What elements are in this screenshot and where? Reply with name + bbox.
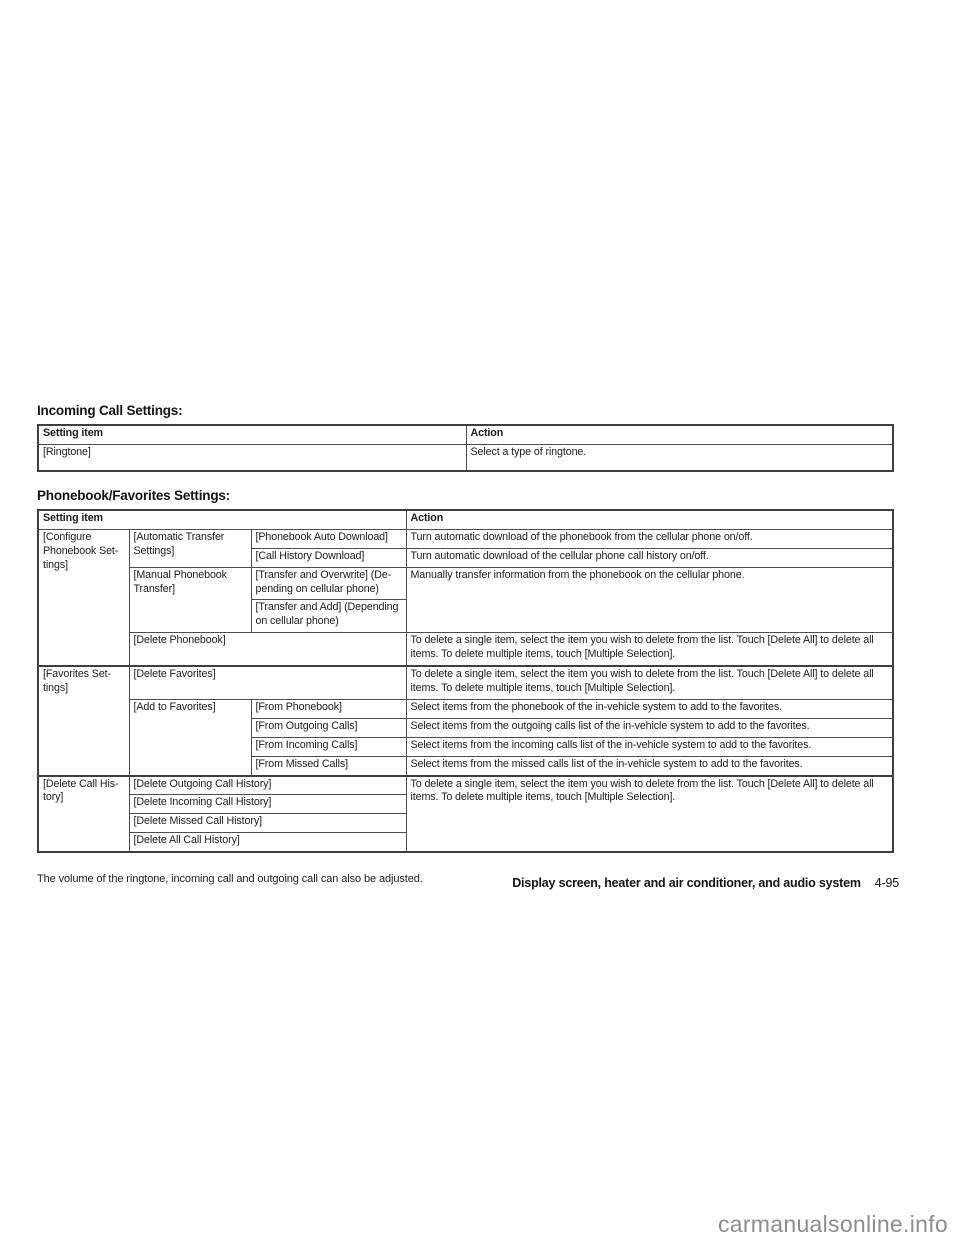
table-row: [From Missed Calls] Select items from th… <box>38 755 894 777</box>
table-row: [Ringtone] Select a type of ringtone. <box>37 443 894 472</box>
cell-from-missed-calls-action: Select items from the missed calls list … <box>405 755 894 777</box>
column-header-action: Action <box>405 509 894 530</box>
cell-ringtone-action: Select a type of ringtone. <box>465 443 894 472</box>
cell-from-outgoing-calls: [From Outgoing Calls] <box>250 717 407 738</box>
incoming-call-settings-table: Setting item Action [Ringtone] Select a … <box>37 424 894 472</box>
table-row: [Delete Missed Call History] <box>38 813 893 834</box>
table-row: [From Outgoing Calls] Select items from … <box>38 717 894 738</box>
cell-transfer-and-overwrite: [Transfer and Overwrite] (De- pending on… <box>250 566 407 601</box>
table-row: [Favorites Set- tings] [Delete Favorites… <box>37 665 894 777</box>
cell-call-history-download-action: Turn automatic download of the cellular … <box>405 547 894 568</box>
cell-delete-all-call-history: [Delete All Call History] <box>128 832 407 853</box>
cell-delete-incoming-call-history: [Delete Incoming Call History] <box>128 794 407 815</box>
column-header-action: Action <box>465 424 894 445</box>
table-header-row: Setting item Action <box>37 509 894 530</box>
cell-delete-favorites: [Delete Favorites] <box>128 665 407 700</box>
cell-delete-call-history: [Delete Call His- tory] <box>37 774 130 853</box>
cell-configure-phonebook-settings: [Configure Phonebook Set- tings] <box>37 528 130 667</box>
table-row: [Manual Phonebook Transfer] [Transfer an… <box>38 566 894 634</box>
phonebook-favorites-settings-heading: Phonebook/Favorites Settings: <box>37 487 230 503</box>
page-footer: Display screen, heater and air condition… <box>37 876 899 890</box>
table-row: [Delete Phonebook] To delete a single it… <box>38 632 894 667</box>
cell-from-incoming-calls-action: Select items from the incoming calls lis… <box>405 736 894 757</box>
incoming-call-settings-heading: Incoming Call Settings: <box>37 403 183 418</box>
cell-phonebook-auto-download: [Phonebook Auto Download] <box>250 528 407 549</box>
table-row: [Delete Call His- tory] [Delete Outgoing… <box>37 774 894 853</box>
cell-delete-outgoing-call-history: [Delete Outgoing Call History] <box>128 774 407 796</box>
phonebook-favorites-settings-table: Setting item Action [Configure Phonebook… <box>37 508 894 854</box>
table-row: [Call History Download] Turn automatic d… <box>38 547 894 568</box>
cell-delete-phonebook-action: To delete a single item, select the item… <box>405 632 894 667</box>
cell-delete-call-history-action: To delete a single item, select the item… <box>405 774 894 853</box>
cell-delete-missed-call-history: [Delete Missed Call History] <box>128 813 407 834</box>
table-row: [Add to Favorites] [From Phonebook] Sele… <box>38 698 894 777</box>
cell-from-phonebook-action: Select items from the phonebook of the i… <box>405 698 894 719</box>
footer-page-number: 4-95 <box>874 876 899 890</box>
cell-favorites-settings: [Favorites Set- tings] <box>37 665 130 777</box>
footer-chapter-title: Display screen, heater and air condition… <box>512 876 861 890</box>
table-header-row: Setting item Action <box>37 424 894 445</box>
column-header-setting-item: Setting item <box>37 424 467 445</box>
cell-from-outgoing-calls-action: Select items from the outgoing calls lis… <box>405 717 894 738</box>
cell-manual-transfer-action: Manually transfer information from the p… <box>405 566 894 634</box>
cell-add-to-favorites: [Add to Favorites] <box>128 698 252 777</box>
cell-from-missed-calls: [From Missed Calls] <box>250 755 407 777</box>
watermark-text: carmanualsonline.info <box>717 1211 948 1237</box>
table-row: [Delete Incoming Call History] <box>38 794 893 815</box>
cell-from-incoming-calls: [From Incoming Calls] <box>250 736 407 757</box>
cell-ringtone: [Ringtone] <box>37 443 467 472</box>
column-header-setting-item: Setting item <box>37 509 407 530</box>
table-row: [Configure Phonebook Set- tings] [Automa… <box>37 528 894 667</box>
cell-transfer-and-add: [Transfer and Add] (Depending on cellula… <box>250 599 407 634</box>
volume-note-text: The volume of the ringtone, incoming cal… <box>37 873 423 886</box>
cell-phonebook-auto-download-action: Turn automatic download of the phonebook… <box>405 528 894 549</box>
cell-from-phonebook: [From Phonebook] <box>250 698 407 719</box>
table-row: [Delete All Call History] <box>38 832 893 853</box>
cell-delete-phonebook: [Delete Phonebook] <box>128 632 407 667</box>
cell-manual-phonebook-transfer: [Manual Phonebook Transfer] <box>128 566 252 634</box>
cell-delete-favorites-action: To delete a single item, select the item… <box>405 665 894 700</box>
cell-automatic-transfer-settings: [Automatic Transfer Settings] <box>128 528 252 568</box>
page-content: Incoming Call Settings: Setting item Act… <box>37 403 894 885</box>
cell-call-history-download: [Call History Download] <box>250 547 407 568</box>
